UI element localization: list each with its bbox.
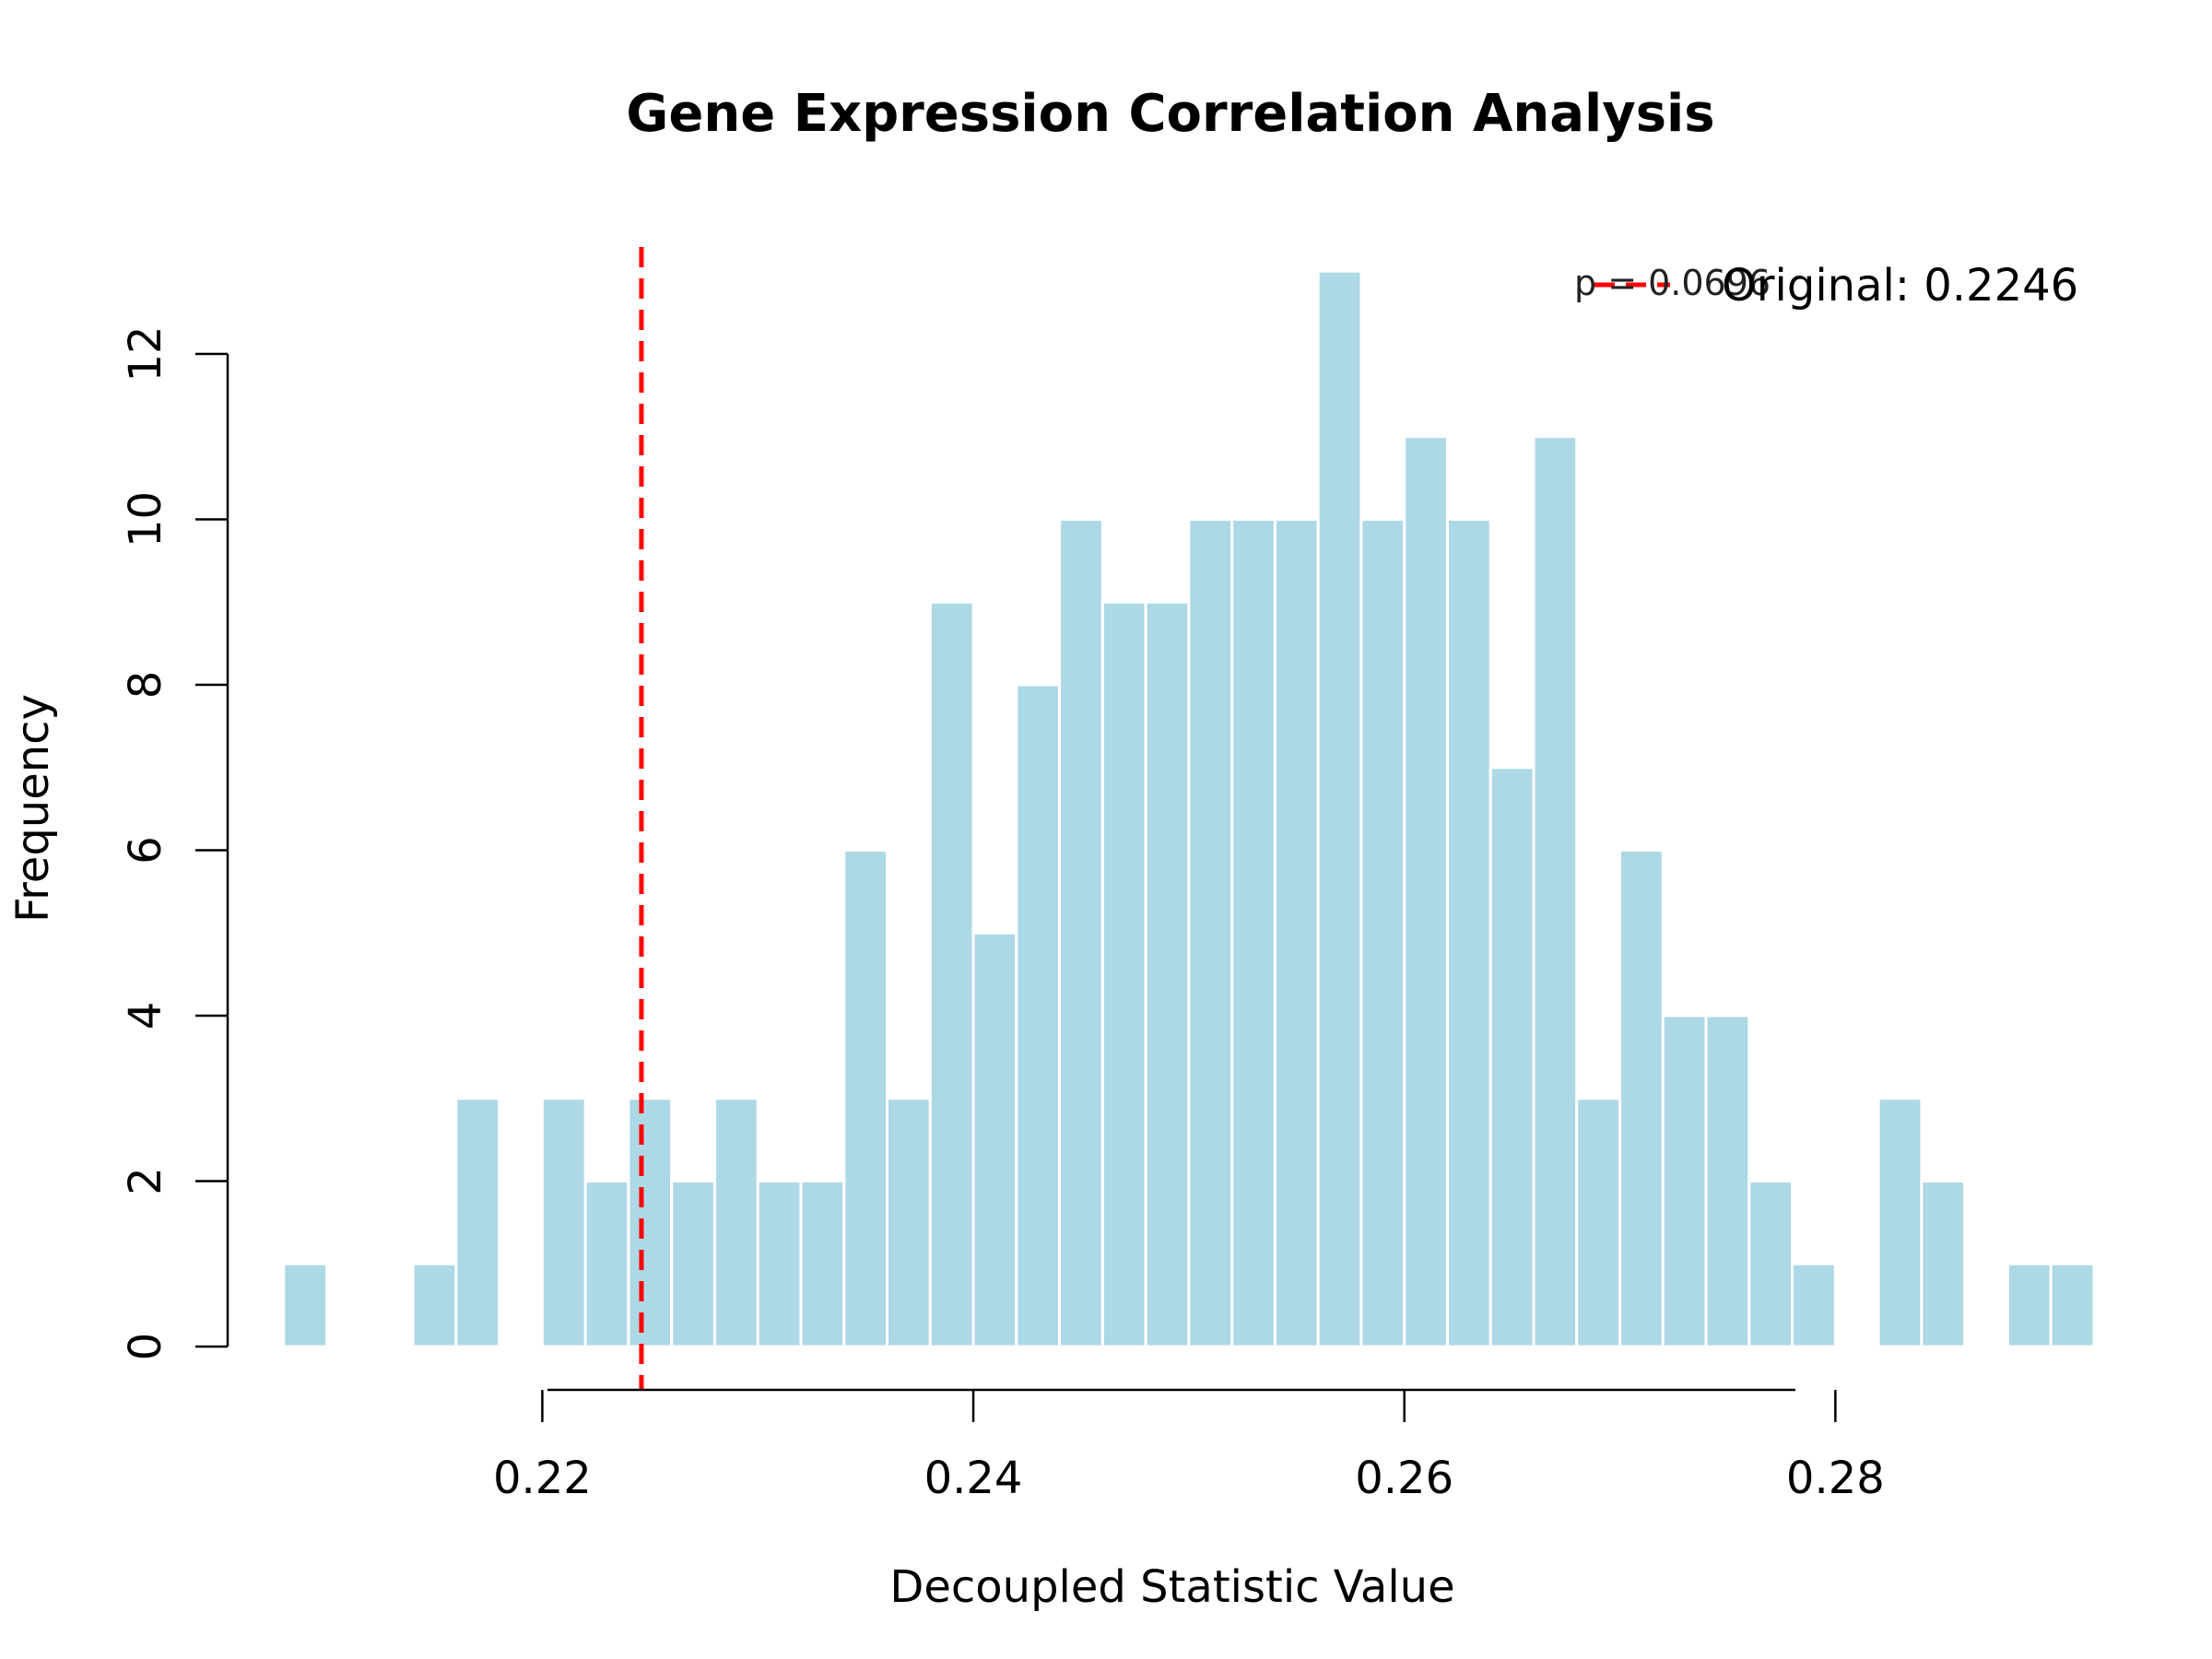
legend: p = 0.0696 Original: 0.2246 [1574,260,2078,312]
histogram-bar [1920,1180,1967,1348]
histogram-bar [1144,600,1191,1348]
histogram-bar [1100,600,1147,1348]
p-value-annotation: p = 0.0696 [1574,263,1771,303]
histogram-bar [1316,269,1363,1348]
histogram-bar [1230,518,1277,1348]
y-tick-label: 4 [120,1002,171,1030]
histogram-bar [583,1180,630,1348]
histogram-bar [1661,1014,1708,1348]
y-ticks: 0 2 4 6 8 10 12 [120,325,228,1360]
x-axis: 0.22 0.24 0.26 0.28 [493,1388,1885,1504]
histogram-bar [411,1262,458,1348]
histogram-bar [1359,518,1406,1348]
histogram-bar [282,1262,329,1348]
histogram-bar [1618,849,1665,1348]
x-axis-label: Decoupled Statistic Value [889,1561,1454,1613]
chart-title: Gene Expression Correlation Analysis [626,84,1714,144]
histogram-bar [1704,1014,1751,1348]
histogram-bar [1747,1180,1794,1348]
y-axis-label: Frequency [7,694,59,923]
histogram-bar [1791,1262,1837,1348]
y-tick-label: 8 [120,671,171,700]
histogram-bar [842,849,889,1348]
y-tick-label: 6 [120,836,171,865]
histogram-bar [756,1180,803,1348]
y-axis: 0 2 4 6 8 10 12 [120,325,229,1360]
y-tick-label: 12 [120,325,171,382]
histogram-bar [1403,435,1449,1348]
histogram-bar [1488,766,1535,1348]
x-tick-label: 0.28 [1786,1453,1885,1504]
histogram-bar [670,1180,716,1348]
histogram-bar [1273,518,1320,1348]
histogram-bar [1187,518,1234,1348]
y-tick-label: 2 [120,1167,171,1195]
histogram-bar [886,1097,932,1348]
histogram-bar [2049,1262,2096,1348]
histogram-bar [712,1097,759,1348]
x-tick-label: 0.26 [1355,1453,1453,1504]
x-ticks: 0.22 0.24 0.26 0.28 [493,1390,1885,1504]
y-tick-label: 0 [120,1333,171,1361]
y-tick-label: 10 [120,491,171,547]
x-tick-label: 0.24 [924,1453,1023,1504]
bars-group [282,269,2096,1348]
histogram-bar [799,1180,846,1348]
histogram-bar [971,931,1018,1348]
histogram-bar [454,1097,501,1348]
histogram-bar [627,1097,674,1348]
histogram-bar [1877,1097,1924,1348]
histogram-bar [1445,518,1492,1348]
histogram-bar [928,600,975,1348]
histogram-bar [1575,1097,1622,1348]
x-tick-label: 0.22 [493,1453,592,1504]
histogram-bar [1015,683,1062,1348]
histogram-bar [2006,1262,2053,1348]
histogram-bar [540,1097,587,1348]
legend-label: Original: 0.2246 [1722,260,2078,312]
histogram-bar [1532,435,1579,1348]
histogram-bar [1058,518,1104,1348]
